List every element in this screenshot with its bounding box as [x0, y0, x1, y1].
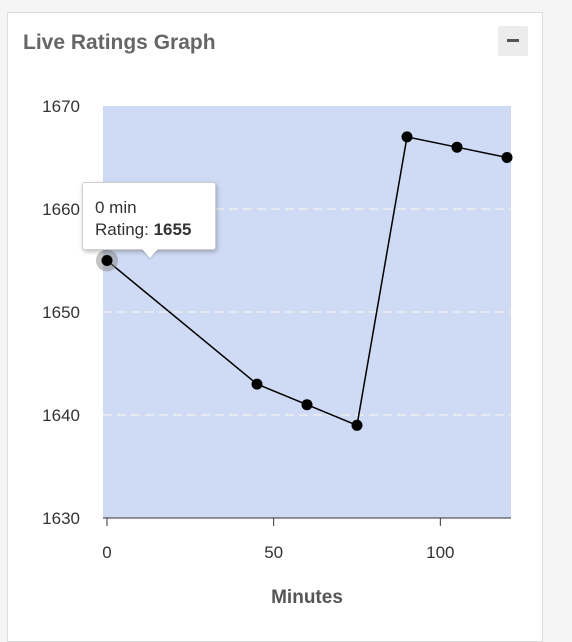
data-point — [301, 399, 313, 411]
data-point — [501, 152, 513, 163]
minus-icon — [507, 39, 519, 42]
tooltip-arrow — [142, 249, 158, 258]
y-tick-label: 1640 — [42, 406, 80, 425]
x-tick-label: 100 — [426, 543, 454, 562]
data-point — [451, 141, 463, 153]
data-point — [251, 378, 263, 390]
panel-title: Live Ratings Graph — [23, 31, 216, 54]
tooltip-time: 0 min — [95, 198, 137, 217]
tooltip-rating-value: 1655 — [153, 220, 192, 239]
x-tick-label: 0 — [102, 543, 111, 562]
x-axis-label: Minutes — [271, 587, 343, 608]
chart-tooltip: 0 min Rating: 1655 — [82, 182, 216, 258]
data-point — [101, 255, 113, 266]
data-point — [351, 419, 363, 431]
y-tick-label: 1670 — [42, 97, 80, 116]
data-point — [401, 131, 413, 143]
y-tick-label: 1630 — [42, 509, 80, 528]
tooltip-rating: Rating: 1655 — [95, 219, 215, 241]
ratings-chart: 1630 1640 1650 1660 1670 0 50 100 Minutes — [42, 97, 513, 608]
y-tick-label: 1650 — [42, 303, 80, 322]
x-tick-label: 50 — [264, 543, 283, 562]
collapse-button[interactable] — [498, 26, 528, 56]
tooltip-rating-prefix: Rating: — [95, 220, 154, 239]
y-tick-label: 1660 — [42, 200, 80, 219]
